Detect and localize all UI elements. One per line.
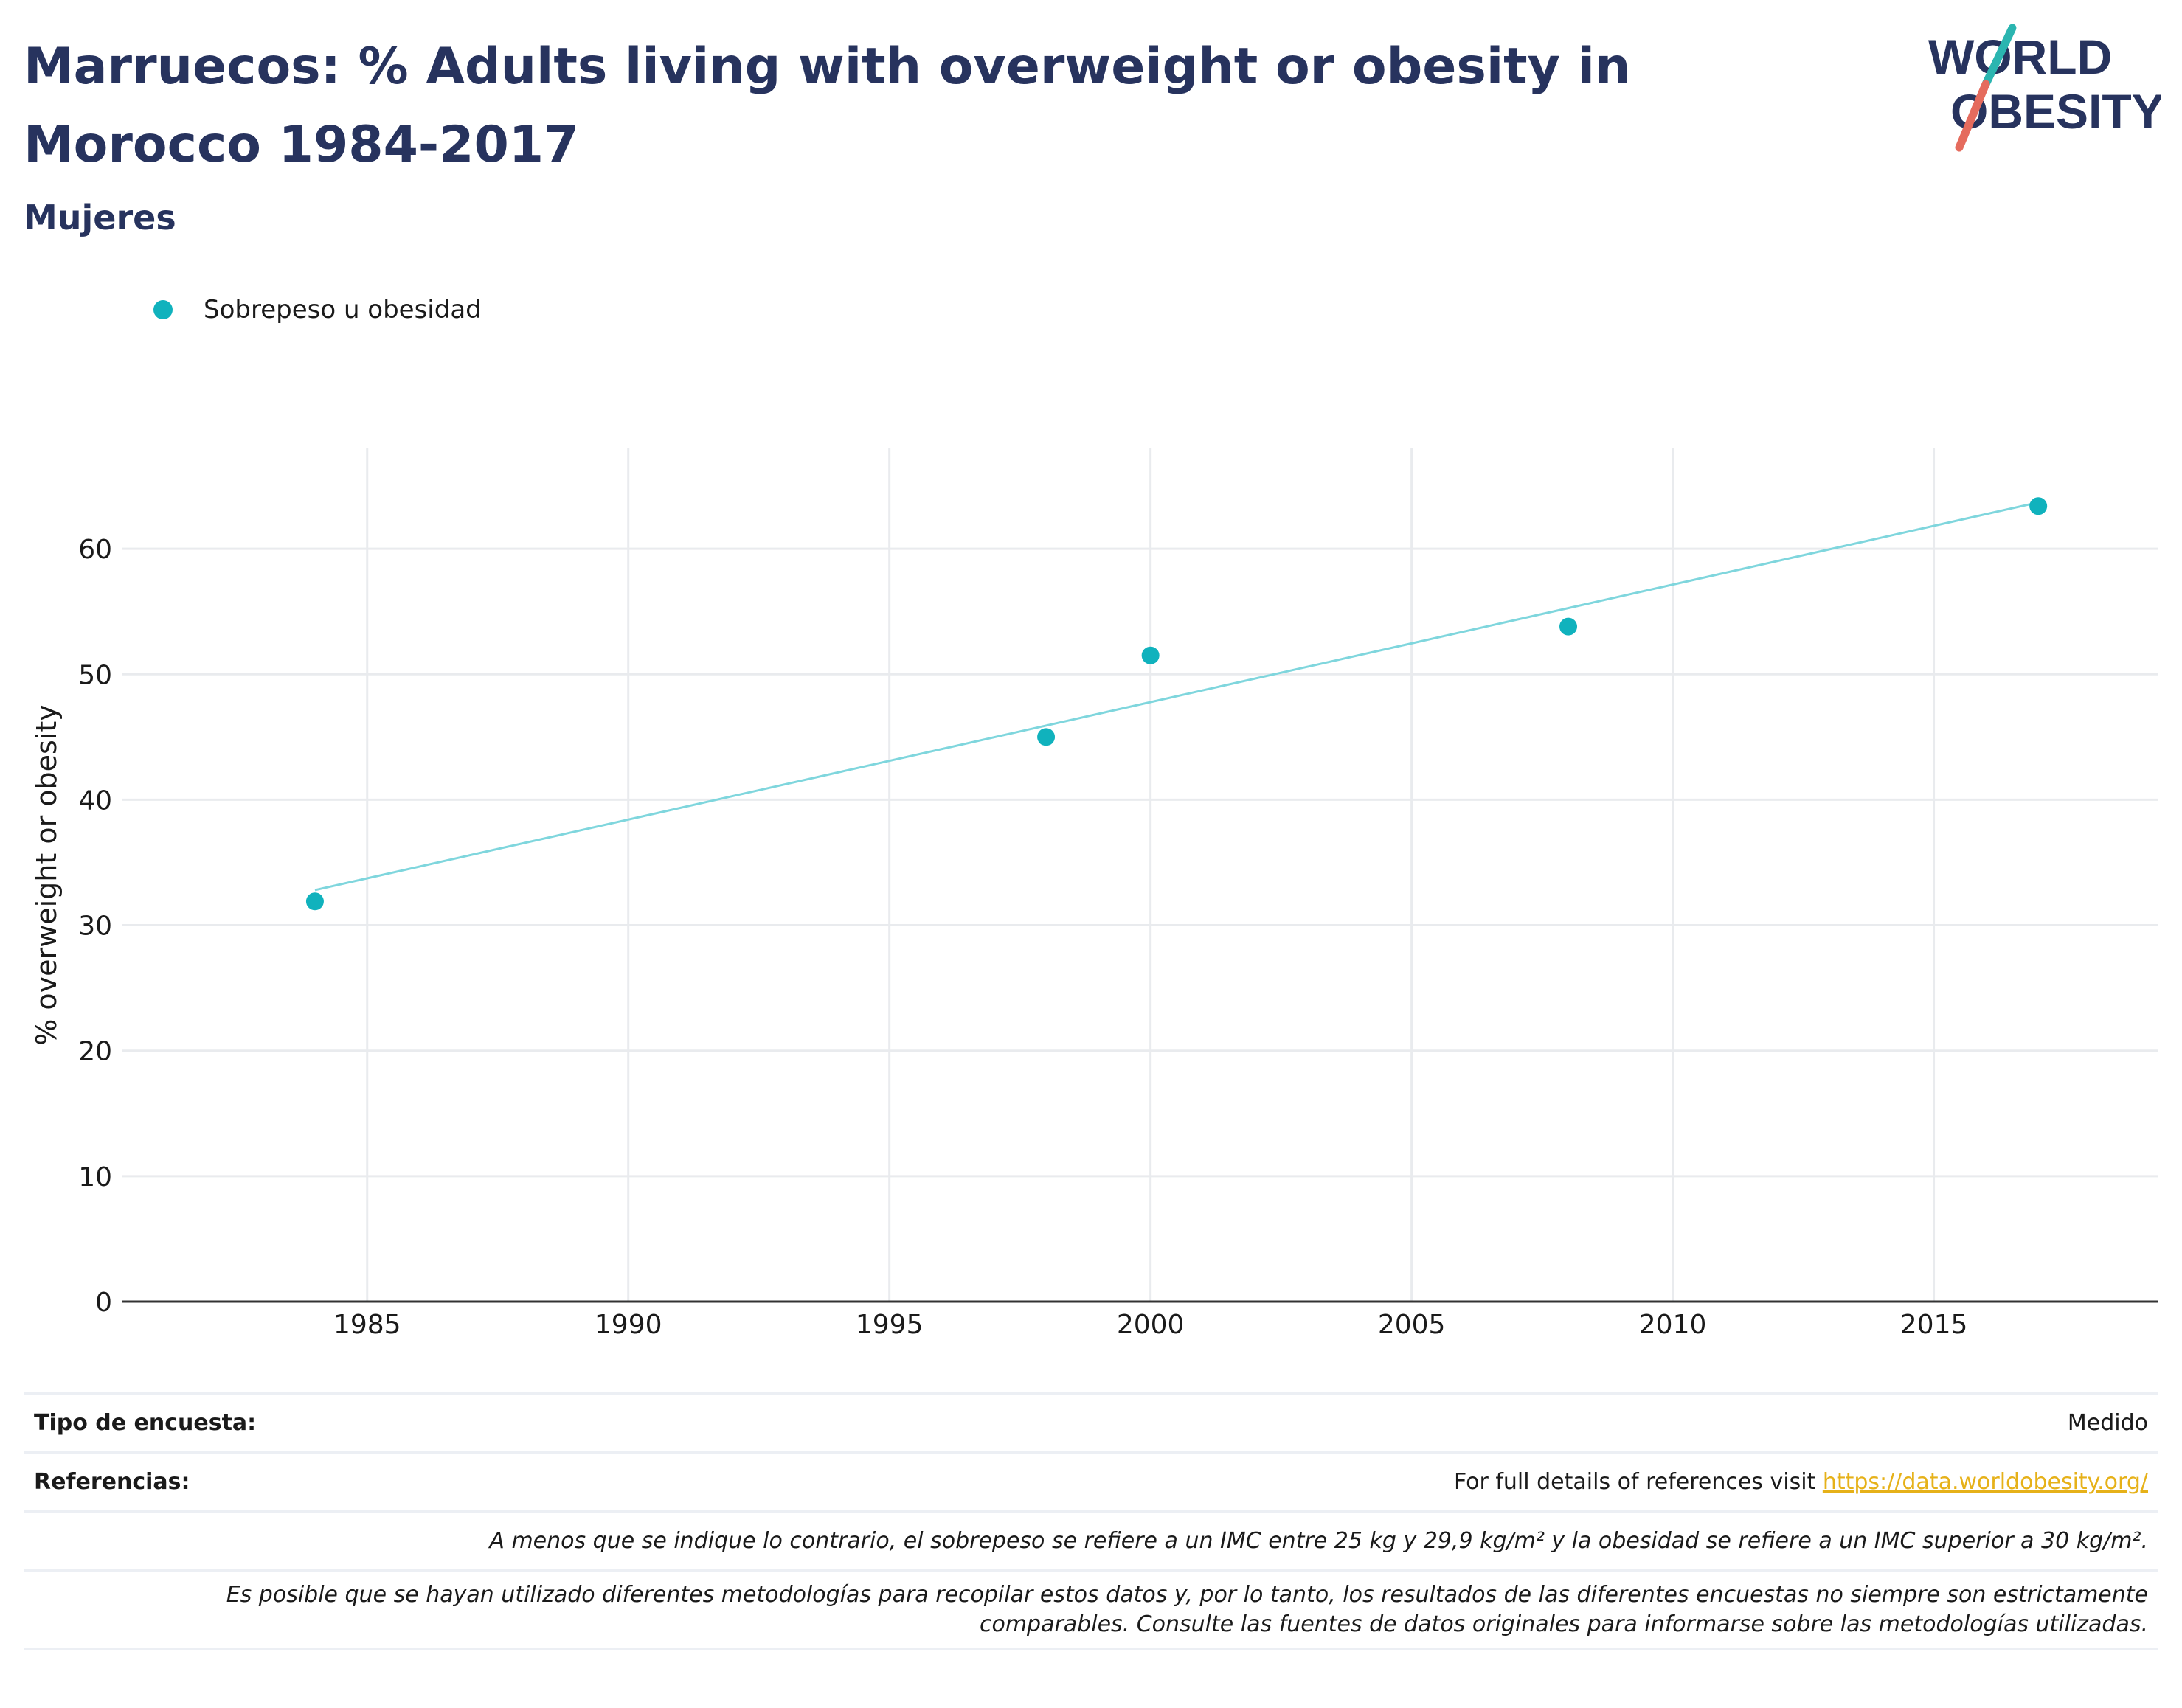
survey-type-row: Tipo de encuesta: Medido xyxy=(24,1392,2158,1451)
trend-line xyxy=(314,501,2039,892)
world-obesity-logo: WORLD OBESITY xyxy=(1928,24,2161,152)
y-tick-labels: 0 10 20 30 40 50 60 xyxy=(78,535,112,1318)
x-tick-label: 1995 xyxy=(856,1310,924,1340)
y-tick-label: 10 xyxy=(78,1162,112,1193)
chart-title: Marruecos: % Adults living with overweig… xyxy=(24,38,1631,174)
y-tick-label: 20 xyxy=(78,1037,112,1067)
chart-subtitle: Mujeres xyxy=(24,198,176,237)
legend[interactable]: Sobrepeso u obesidad xyxy=(153,295,482,324)
survey-type-value: Medido xyxy=(2067,1410,2148,1436)
y-tick-label: 60 xyxy=(78,535,112,565)
scatter-chart: 0 10 20 30 40 50 60 1985 1990 1995 2000 2005 2010 20… xyxy=(30,448,2158,1340)
note-methodology-line1: Es posible que se hayan utilizado difere… xyxy=(226,1582,2148,1608)
y-axis-label: % overweight or obesity xyxy=(30,704,63,1046)
legend-marker xyxy=(153,300,173,319)
x-tick-label: 2005 xyxy=(1378,1310,1446,1340)
note-definition: A menos que se indique lo contrario, el … xyxy=(489,1527,2148,1554)
references-text: For full details of references visit xyxy=(1453,1469,1823,1495)
note-methodology: Es posible que se hayan utilizado difere… xyxy=(34,1572,2148,1648)
footer-table: Tipo de encuesta: Medido Referencias: Fo… xyxy=(24,1392,2158,1650)
y-tick-label: 0 xyxy=(95,1288,112,1318)
x-tick-label: 1990 xyxy=(595,1310,662,1340)
logo-slash-teal xyxy=(1981,24,2017,88)
survey-type-label: Tipo de encuesta: xyxy=(34,1410,257,1436)
data-point xyxy=(2029,497,2048,515)
data-point xyxy=(305,892,324,911)
y-tick-label: 40 xyxy=(78,785,112,816)
references-label: Referencias: xyxy=(34,1469,190,1495)
x-tick-label: 2010 xyxy=(1639,1310,1707,1340)
note-methodology-row: Es posible que se hayan utilizado difere… xyxy=(24,1569,2158,1650)
logo-text-world: WORLD xyxy=(1928,29,2112,84)
data-point xyxy=(1141,646,1160,664)
references-link[interactable]: https://data.worldobesity.org/ xyxy=(1822,1469,2148,1495)
references-value: For full details of references visit htt… xyxy=(1454,1469,2148,1495)
logo-slash-coral xyxy=(1955,80,1990,152)
note-methodology-line2: comparables. Consulte las fuentes de dat… xyxy=(979,1611,2148,1637)
legend-label: Sobrepeso u obesidad xyxy=(204,295,482,324)
x-tick-label: 2015 xyxy=(1900,1310,1968,1340)
x-tick-labels: 1985 1990 1995 2000 2005 2010 2015 xyxy=(333,1310,1967,1340)
data-points xyxy=(305,497,2048,911)
x-tick-label: 1985 xyxy=(333,1310,401,1340)
data-point xyxy=(1559,617,1578,636)
references-row: Referencias: For full details of referen… xyxy=(24,1451,2158,1510)
grid-lines xyxy=(122,448,2158,1302)
x-tick-label: 2000 xyxy=(1117,1310,1185,1340)
y-tick-label: 30 xyxy=(78,912,112,942)
data-point xyxy=(1037,728,1056,746)
y-tick-label: 50 xyxy=(78,660,112,690)
note-definition-row: A menos que se indique lo contrario, el … xyxy=(24,1510,2158,1569)
